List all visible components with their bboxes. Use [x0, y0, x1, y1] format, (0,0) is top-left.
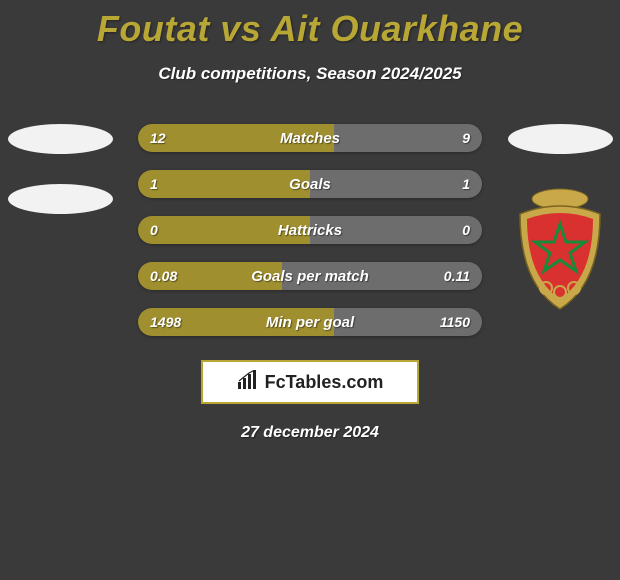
stat-bars: 129Matches 11Goals 00Hattricks 0.080.11Goal… — [138, 124, 482, 336]
brand-text: FcTables.com — [265, 372, 384, 393]
brand-box[interactable]: FcTables.com — [201, 360, 419, 404]
stats-area: 129Matches 11Goals 00Hattricks 0.080.11Goal… — [0, 124, 620, 336]
club-logo-placeholder — [8, 184, 113, 214]
stat-bar-row: 11Goals — [138, 170, 482, 198]
stat-bar-row: 14981150Min per goal — [138, 308, 482, 336]
player-avatar-placeholder — [508, 124, 613, 154]
stat-bar-right-fill — [334, 308, 482, 336]
stat-bar-left-fill — [138, 262, 282, 290]
stat-bar-right-fill — [310, 170, 482, 198]
player-avatar-placeholder — [8, 124, 113, 154]
right-player-column — [505, 124, 615, 314]
stat-bar-right-fill — [334, 124, 482, 152]
left-player-column — [5, 124, 115, 214]
brand-chart-icon — [237, 370, 259, 395]
stat-bar-right-fill — [282, 262, 482, 290]
stat-bar-row: 129Matches — [138, 124, 482, 152]
stat-bar-row: 00Hattricks — [138, 216, 482, 244]
stat-bar-left-fill — [138, 216, 310, 244]
subtitle: Club competitions, Season 2024/2025 — [0, 64, 620, 84]
stat-bar-row: 0.080.11Goals per match — [138, 262, 482, 290]
stat-bar-right-fill — [310, 216, 482, 244]
stat-bar-left-fill — [138, 124, 334, 152]
stat-bar-left-fill — [138, 308, 334, 336]
date-line: 27 december 2024 — [0, 424, 620, 442]
club-crest-icon — [510, 184, 610, 314]
stat-bar-left-fill — [138, 170, 310, 198]
page-title: Foutat vs Ait Ouarkhane — [0, 0, 620, 50]
